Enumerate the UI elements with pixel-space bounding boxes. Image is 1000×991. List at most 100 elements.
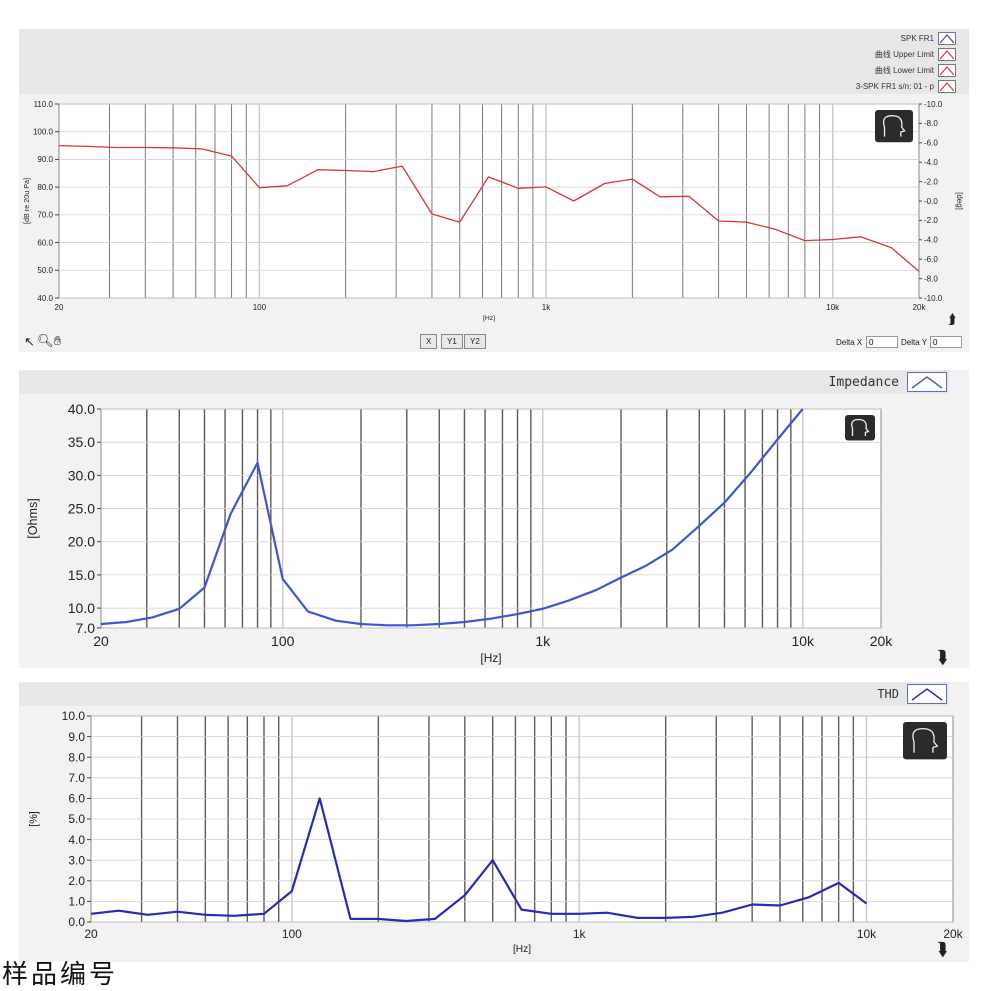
zoom-tool-icon[interactable]: 🔍︎	[37, 333, 54, 349]
thd-legend-item[interactable]: THD	[877, 684, 947, 704]
spl-legend-item[interactable]: SPK FR1	[901, 30, 956, 46]
y-tick-label: 3.0	[68, 853, 85, 867]
x-axis-label: [Hz]	[513, 944, 531, 955]
spl-legend-swatch	[938, 64, 956, 77]
cursor-y1-button[interactable]: Y1	[441, 334, 463, 349]
x-tick-label: 1k	[535, 633, 551, 649]
y-tick-label: 8.0	[68, 750, 85, 764]
impedance-legend-label: Impedance	[829, 375, 899, 390]
y-tick-label: 6.0	[68, 792, 85, 806]
y-tick-label: 40.0	[68, 401, 95, 417]
y2-tick-label: -10.0	[924, 100, 943, 109]
y-axis-label: [%]	[28, 811, 40, 827]
spl-legend-swatch	[938, 80, 956, 93]
x-tick-label: 20k	[913, 303, 927, 312]
y2-tick-label: -8.0	[924, 274, 938, 283]
y-axis-label: [dB re 20u Pa]	[22, 178, 31, 224]
spl-legend-item[interactable]: 曲线 Lower Limit	[875, 62, 956, 78]
spl-legend-swatch	[938, 32, 956, 45]
x-tick-label: 20	[93, 633, 109, 649]
y-tick-label: 90.0	[37, 155, 53, 164]
x-tick-label: 100	[253, 303, 267, 312]
thd-legend-bar	[19, 682, 949, 706]
chevron-up-double-icon[interactable]: ⮭	[948, 312, 956, 326]
y-tick-label: 5.0	[68, 812, 85, 826]
y-tick-label: 20.0	[68, 534, 95, 550]
x-axis-label: [Hz]	[480, 651, 501, 665]
spl-legend-label: 3-SPK FR1 s/n: 01 - p	[856, 82, 934, 91]
y-tick-label: 70.0	[37, 211, 53, 220]
impedance-legend-swatch	[907, 372, 947, 392]
speaker-head-icon	[875, 110, 913, 142]
chevron-down-double-icon[interactable]: ⮯	[937, 650, 948, 664]
y2-axis-label: [deg]	[955, 192, 964, 210]
footer-sample-id-label: 样品编号	[2, 954, 118, 991]
x-tick-label: 100	[271, 633, 295, 649]
x-tick-label: 100	[282, 927, 302, 941]
spl-frequency-response-chart: 110.0 100.0 90.0 80.0 70.0 60.0 50.0 40.0 -10.0 -…	[19, 94, 969, 330]
cursor-x-button[interactable]: X	[420, 334, 437, 349]
spl-legend-item[interactable]: 3-SPK FR1 s/n: 01 - p	[856, 78, 956, 94]
delta-x-label: Delta X	[836, 338, 862, 347]
impedance-legend-bar	[19, 370, 949, 394]
y-tick-label: 1.0	[68, 895, 85, 909]
cursor-y2-button[interactable]: Y2	[464, 334, 486, 349]
spl-legend: SPK FR1 曲线 Upper Limit 曲线 Lower Limit 3-…	[700, 30, 956, 94]
y2-tick-label: -8.0	[924, 119, 938, 128]
delta-x-field[interactable]: 0	[866, 336, 898, 348]
y2-tick-label: -2.0	[924, 177, 938, 186]
y-tick-label: 35.0	[68, 434, 95, 450]
y-tick-label: 50.0	[37, 266, 53, 275]
y-tick-label: 15.0	[68, 567, 95, 583]
y-tick-label: 40.0	[37, 294, 53, 303]
y-tick-label: 60.0	[37, 238, 53, 247]
y-tick-label: 25.0	[68, 500, 95, 516]
y2-tick-label: -6.0	[924, 255, 938, 264]
y-tick-label: 30.0	[68, 467, 95, 483]
x-tick-label: 10k	[857, 927, 877, 941]
y-tick-label: 0.0	[68, 915, 85, 929]
x-tick-label: 20k	[870, 633, 894, 649]
plot-area	[59, 104, 919, 298]
y2-tick-label: -10.0	[924, 294, 943, 303]
pan-hand-tool-icon[interactable]: ✋︎	[54, 333, 61, 349]
x-tick-label: 10k	[791, 633, 815, 649]
y-tick-label: 10.0	[62, 709, 86, 723]
impedance-legend-item[interactable]: Impedance	[829, 372, 947, 392]
thd-chart: 10.0 9.0 8.0 7.0 6.0 5.0 4.0 3.0 2.0 1.0 0.020 100 1…	[19, 706, 969, 958]
x-tick-label: 20	[84, 927, 98, 941]
y-tick-label: 100.0	[33, 128, 54, 137]
y-tick-label: 80.0	[37, 183, 53, 192]
delta-y-label: Delta Y	[901, 338, 927, 347]
pointer-tool-icon[interactable]: ↖	[24, 334, 35, 350]
spl-legend-label: 曲线 Lower Limit	[875, 65, 934, 76]
y2-tick-label: -2.0	[924, 216, 938, 225]
y-tick-label: 4.0	[68, 833, 85, 847]
y2-tick-label: -4.0	[924, 236, 938, 245]
x-tick-label: 1k	[542, 303, 551, 312]
spl-legend-label: 曲线 Upper Limit	[875, 49, 934, 60]
speaker-head-icon	[845, 415, 875, 441]
delta-y-field[interactable]: 0	[930, 336, 962, 348]
spl-legend-item[interactable]: 曲线 Upper Limit	[875, 46, 956, 62]
y2-tick-label: -6.0	[924, 139, 938, 148]
y-axis-label: [Ohms]	[26, 498, 40, 539]
y-tick-label: 10.0	[68, 600, 95, 616]
y-tick-label: 9.0	[68, 730, 85, 744]
y2-tick-label: -4.0	[924, 158, 938, 167]
speaker-head-icon	[903, 722, 947, 759]
x-tick-label: 10k	[826, 303, 840, 312]
x-tick-label: 1k	[573, 927, 587, 941]
spl-legend-label: SPK FR1	[901, 34, 934, 43]
thd-legend-swatch	[907, 684, 947, 704]
chevron-down-double-icon[interactable]: ⮯	[937, 942, 948, 956]
spl-legend-swatch	[938, 48, 956, 61]
x-axis-label: [Hz]	[483, 315, 495, 322]
y-tick-label: 110.0	[34, 100, 54, 109]
y-tick-label: 2.0	[68, 874, 85, 888]
x-tick-label: 20	[55, 303, 64, 312]
y2-tick-label: -0.0	[924, 197, 938, 206]
y-tick-label: 7.0	[68, 771, 85, 785]
thd-legend-label: THD	[877, 687, 899, 701]
